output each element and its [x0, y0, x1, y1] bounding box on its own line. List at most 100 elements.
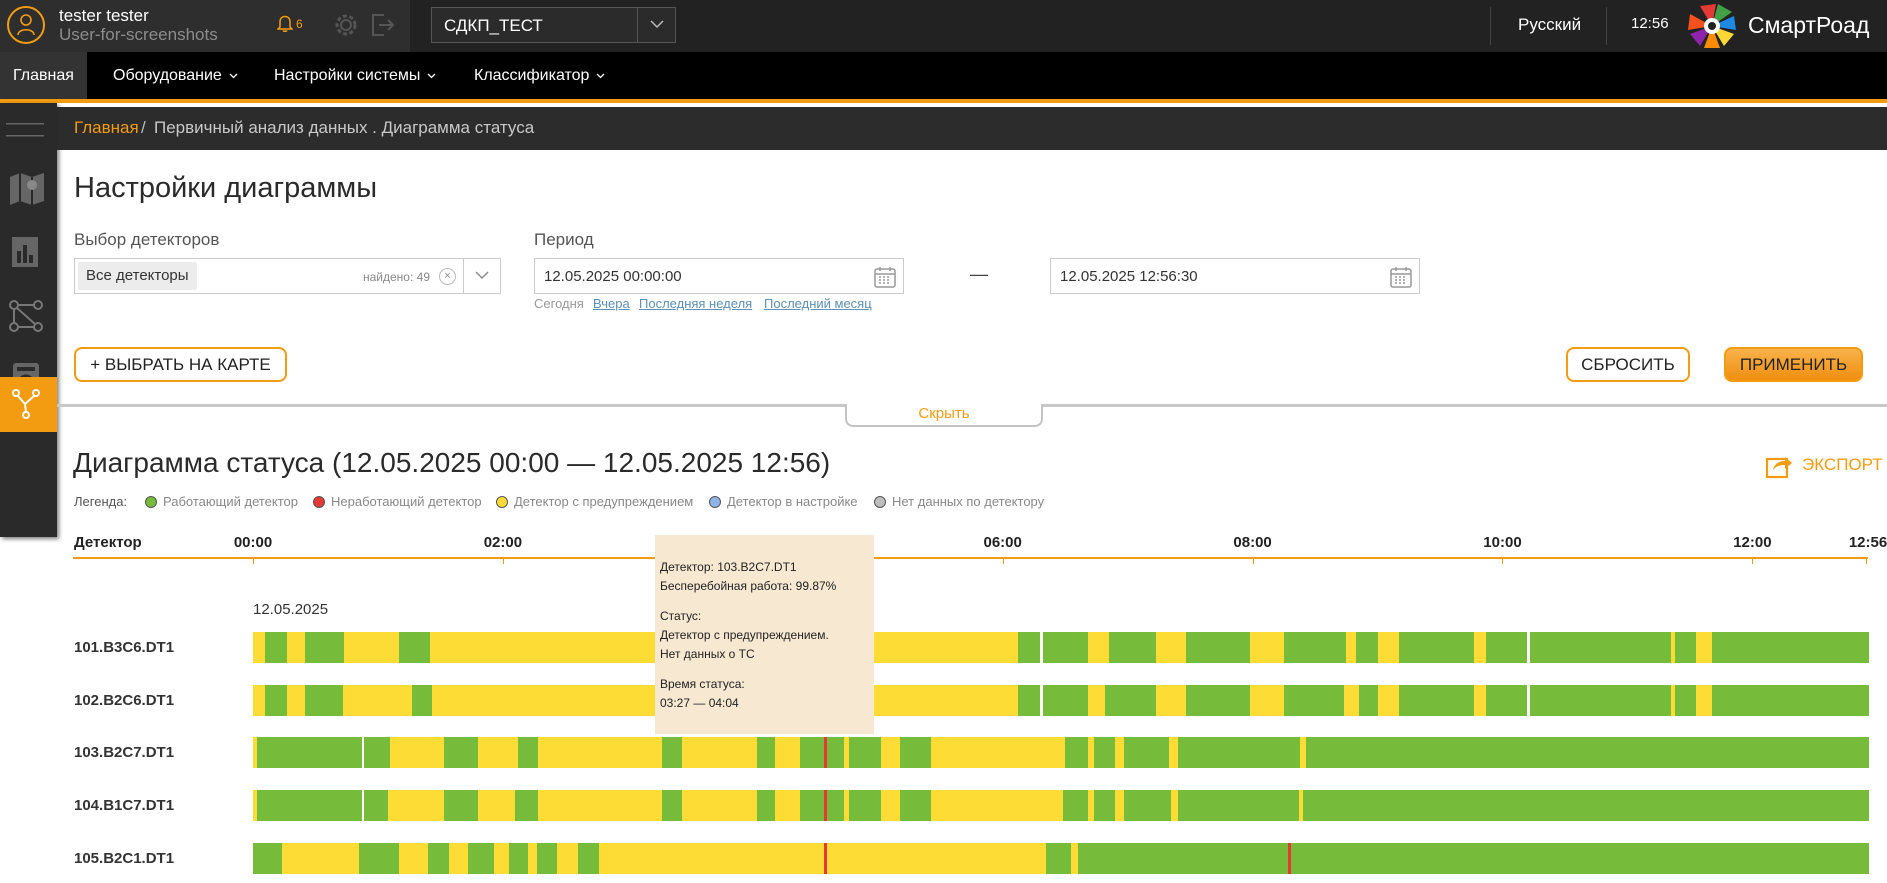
- status-segment-warn[interactable]: [1168, 737, 1178, 768]
- status-segment-warn[interactable]: [881, 790, 901, 821]
- status-segment-ok[interactable]: [1042, 685, 1088, 716]
- status-segment-warn[interactable]: [1473, 685, 1487, 716]
- status-segment-ok[interactable]: [1283, 632, 1347, 663]
- status-segment-ok[interactable]: [305, 632, 345, 663]
- status-segment-ok[interactable]: [1062, 790, 1088, 821]
- status-segment-warn[interactable]: [494, 843, 510, 874]
- system-select-arrow[interactable]: [637, 8, 675, 42]
- status-segment-ok[interactable]: [1108, 632, 1157, 663]
- status-segment-ok[interactable]: [661, 737, 682, 768]
- status-segment-ok[interactable]: [509, 843, 528, 874]
- status-segment-ok[interactable]: [1358, 685, 1378, 716]
- apply-button[interactable]: ПРИМЕНИТЬ: [1724, 347, 1863, 382]
- status-segment-warn[interactable]: [826, 843, 1047, 874]
- status-segment-warn[interactable]: [1156, 632, 1187, 663]
- period-from-input[interactable]: 12.05.2025 00:00:00: [534, 258, 904, 294]
- status-segment-ok[interactable]: [1046, 843, 1072, 874]
- sidebar-item-reports[interactable]: [0, 217, 57, 284]
- status-segment-ok[interactable]: [427, 843, 450, 874]
- status-segment-ok[interactable]: [1712, 632, 1869, 663]
- status-segment-ok[interactable]: [1486, 685, 1528, 716]
- status-segment-ok[interactable]: [1356, 632, 1378, 663]
- status-segment-warn[interactable]: [1087, 685, 1106, 716]
- status-segment-ok[interactable]: [756, 790, 776, 821]
- status-segment-warn[interactable]: [1377, 685, 1399, 716]
- status-segment-ok[interactable]: [1302, 790, 1869, 821]
- status-segment-warn[interactable]: [1346, 632, 1357, 663]
- status-segment-ok[interactable]: [800, 737, 824, 768]
- language-switch[interactable]: Русский: [1518, 15, 1582, 34]
- status-segment-warn[interactable]: [253, 685, 266, 716]
- status-segment-warn[interactable]: [390, 737, 445, 768]
- select-on-map-button[interactable]: + ВЫБРАТЬ НА КАРТЕ: [74, 347, 287, 382]
- quick-yesterday-link[interactable]: Вчера: [593, 296, 630, 311]
- status-segment-warn[interactable]: [881, 737, 901, 768]
- status-segment-warn[interactable]: [1473, 632, 1487, 663]
- status-segment-ok[interactable]: [900, 790, 932, 821]
- system-select[interactable]: СДКП_ТЕСТ: [431, 7, 676, 43]
- status-segment-warn[interactable]: [449, 843, 468, 874]
- status-segment-warn[interactable]: [1115, 790, 1124, 821]
- status-segment-warn[interactable]: [1300, 737, 1307, 768]
- status-segment-warn[interactable]: [1696, 685, 1713, 716]
- status-segment-ok[interactable]: [1065, 737, 1088, 768]
- status-segment-warn[interactable]: [1115, 737, 1124, 768]
- status-segment-warn[interactable]: [1250, 632, 1284, 663]
- status-segment-warn[interactable]: [342, 685, 412, 716]
- logout-icon[interactable]: [370, 12, 396, 38]
- status-segment-warn[interactable]: [527, 843, 537, 874]
- status-segment-ok[interactable]: [1674, 632, 1697, 663]
- quick-month-link[interactable]: Последний месяц: [764, 296, 872, 311]
- status-segment-fail[interactable]: [1287, 843, 1292, 874]
- status-segment-warn[interactable]: [286, 632, 306, 663]
- status-segment-warn[interactable]: [931, 790, 1063, 821]
- status-segment-ok[interactable]: [1186, 685, 1251, 716]
- status-segment-ok[interactable]: [364, 737, 391, 768]
- status-segment-warn[interactable]: [344, 632, 400, 663]
- breadcrumb-home-link[interactable]: Главная: [74, 118, 139, 137]
- status-segment-warn[interactable]: [844, 790, 849, 821]
- status-segment-warn[interactable]: [477, 790, 516, 821]
- status-segment-warn[interactable]: [1298, 790, 1303, 821]
- status-segment-ok[interactable]: [517, 737, 538, 768]
- gear-icon[interactable]: [332, 11, 360, 39]
- status-segment-ok[interactable]: [1186, 632, 1251, 663]
- status-segment-fail[interactable]: [824, 790, 827, 821]
- status-segment-warn[interactable]: [681, 737, 757, 768]
- reset-button[interactable]: СБРОСИТЬ: [1566, 347, 1690, 382]
- status-segment-warn[interactable]: [1250, 685, 1284, 716]
- status-segment-warn[interactable]: [681, 790, 757, 821]
- status-segment-ok[interactable]: [265, 685, 287, 716]
- bell-icon[interactable]: [277, 14, 293, 32]
- status-segment-warn[interactable]: [253, 632, 266, 663]
- hide-settings-button[interactable]: Скрыть: [845, 404, 1043, 427]
- sidebar-item-diagram[interactable]: [0, 377, 57, 432]
- status-segment-warn[interactable]: [1156, 685, 1187, 716]
- status-segment-warn[interactable]: [1343, 685, 1359, 716]
- sidebar-item-map[interactable]: [0, 153, 57, 220]
- status-segment-ok[interactable]: [399, 632, 431, 663]
- status-segment-warn[interactable]: [844, 737, 849, 768]
- export-icon[interactable]: [1765, 453, 1793, 479]
- status-segment-ok[interactable]: [364, 790, 388, 821]
- status-segment-ok[interactable]: [1674, 685, 1697, 716]
- clear-icon[interactable]: ×: [439, 268, 456, 285]
- status-segment-ok[interactable]: [256, 737, 362, 768]
- status-segment-fail[interactable]: [824, 843, 827, 874]
- menu-classifier[interactable]: Классификатор: [474, 52, 605, 99]
- status-segment-warn[interactable]: [1087, 790, 1094, 821]
- export-button[interactable]: ЭКСПОРТ: [1802, 455, 1883, 474]
- status-segment-ok[interactable]: [1042, 632, 1088, 663]
- status-segment-warn[interactable]: [1087, 737, 1094, 768]
- status-segment-ok[interactable]: [1291, 843, 1869, 874]
- status-segment-warn[interactable]: [1071, 843, 1078, 874]
- status-segment-ok[interactable]: [826, 737, 844, 768]
- status-segment-ok[interactable]: [800, 790, 824, 821]
- status-segment-ok[interactable]: [1017, 685, 1041, 716]
- menu-equipment[interactable]: Оборудование: [113, 52, 238, 99]
- menu-settings[interactable]: Настройки системы: [274, 52, 436, 99]
- user-avatar[interactable]: [7, 6, 45, 44]
- status-segment-ok[interactable]: [826, 790, 844, 821]
- status-segment-ok[interactable]: [265, 632, 287, 663]
- status-segment-ok[interactable]: [1077, 843, 1288, 874]
